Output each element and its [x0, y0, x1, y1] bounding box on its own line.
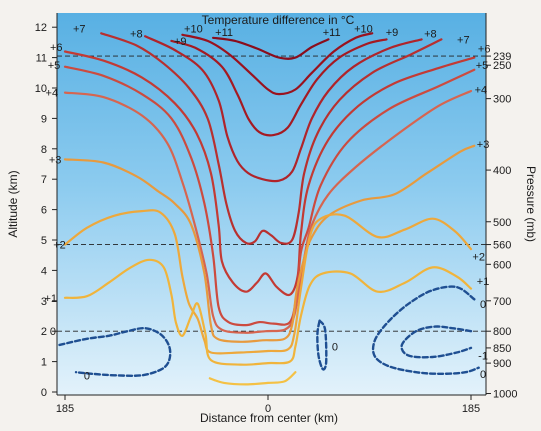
- contour-6: [63, 65, 476, 327]
- contour-label-26: -1: [478, 351, 488, 363]
- contour-7: [63, 89, 473, 334]
- x-tick-label-2: 185: [462, 403, 480, 415]
- contour-label-15: +4: [475, 85, 488, 97]
- pressure-tick-label-4: 500: [493, 217, 511, 229]
- contour-label-17: +3: [477, 139, 490, 151]
- y-axis-label-left: Altitude (km): [6, 170, 20, 237]
- contour-label-9: +7: [457, 34, 470, 46]
- x-tick-label-0: 185: [56, 403, 74, 415]
- y-tick-label-4: 4: [41, 265, 47, 277]
- y-tick-label-11: 11: [36, 53, 47, 65]
- contour-label-14: +4: [46, 88, 59, 100]
- contour-label-20: +1: [44, 293, 57, 305]
- y-tick-label-1: 1: [41, 357, 47, 369]
- contour-label-25: 0: [480, 299, 486, 311]
- contour-10: [63, 258, 473, 366]
- y-axis-label-right: Pressure (mb): [524, 166, 538, 242]
- pressure-tick-label-2: 300: [493, 94, 511, 106]
- y-tick-label-6: 6: [41, 205, 47, 217]
- contour-2: [170, 38, 388, 137]
- contour-label-0: +11: [215, 27, 233, 39]
- contour-label-8: +7: [73, 24, 86, 36]
- contour-label-27: 0: [480, 369, 486, 381]
- contour-0: [212, 36, 330, 60]
- pressure-tick-label-0: 239: [493, 51, 511, 63]
- pressure-tick-label-10: 900: [493, 358, 511, 370]
- contour-label-19: +2: [472, 252, 485, 264]
- contour-15: [400, 325, 473, 359]
- contour-14: [371, 285, 480, 375]
- pressure-tick-label-11: 1000: [493, 389, 517, 401]
- contour-1: [181, 32, 374, 96]
- contour-label-4: +9: [174, 36, 187, 48]
- contour-5: [63, 50, 476, 297]
- contour-11: [208, 371, 297, 386]
- y-tick-label-9: 9: [41, 113, 47, 125]
- contour-label-3: +10: [354, 24, 373, 36]
- y-tick-label-5: 5: [41, 235, 47, 247]
- contour-label-2: +10: [184, 24, 203, 36]
- pressure-tick-label-3: 400: [493, 165, 511, 177]
- plot-background: [57, 13, 486, 395]
- pressure-tick-label-5: 560: [493, 240, 511, 252]
- contour-labels: +11 +11+10 +10+9+9+8 +8+7+7+6 +6+5 +5+4 +4+3+3…: [44, 24, 490, 383]
- contour-label-23: 0: [84, 370, 90, 382]
- contour-4: [100, 32, 443, 245]
- pressure-tick-label-1: 250: [493, 60, 511, 72]
- pressure-tick-label-6: 600: [493, 259, 511, 271]
- x-axis-label: Distance from center (km): [200, 411, 338, 425]
- contour-label-1: +11: [323, 27, 341, 39]
- pressure-tick-label-7: 700: [493, 296, 511, 308]
- pressure-tick-label-9: 850: [493, 343, 511, 355]
- y-tick-label-10: 10: [35, 83, 47, 95]
- distance-ticks: 185 0 185: [56, 395, 480, 415]
- contour-label-10: +6: [50, 42, 63, 54]
- contour-label-6: +8: [130, 28, 143, 40]
- contour-label-24: 0: [332, 341, 338, 353]
- y-tick-label-2: 2: [41, 326, 47, 338]
- contour-label-11: +6: [478, 43, 491, 55]
- y-tick-label-12: 12: [35, 22, 47, 34]
- contour-label-7: +8: [424, 28, 437, 40]
- y-tick-label-8: 8: [41, 144, 47, 156]
- y-tick-label-3: 3: [41, 296, 47, 308]
- contour-3: [144, 35, 423, 183]
- contour-label-12: +5: [48, 60, 61, 72]
- contour-12: [58, 326, 172, 377]
- contour-label-16: +3: [49, 154, 62, 166]
- contour-13: [316, 319, 328, 371]
- x-tick-label-1: 0: [265, 403, 271, 415]
- contour-label-5: +9: [386, 27, 399, 39]
- contour-label-18: +2: [53, 240, 66, 252]
- contour-label-22: 0: [50, 326, 56, 338]
- y-tick-label-0: 0: [41, 387, 47, 399]
- chart-title: Temperature difference in °C: [202, 13, 355, 27]
- y-tick-label-7: 7: [41, 174, 47, 186]
- contour-label-21: +1: [477, 276, 490, 288]
- contour-label-13: +5: [476, 60, 489, 72]
- pressure-tick-label-8: 800: [493, 326, 511, 338]
- contour-lines: [58, 32, 480, 386]
- contour-9: [63, 209, 473, 355]
- contour-8: [63, 144, 476, 343]
